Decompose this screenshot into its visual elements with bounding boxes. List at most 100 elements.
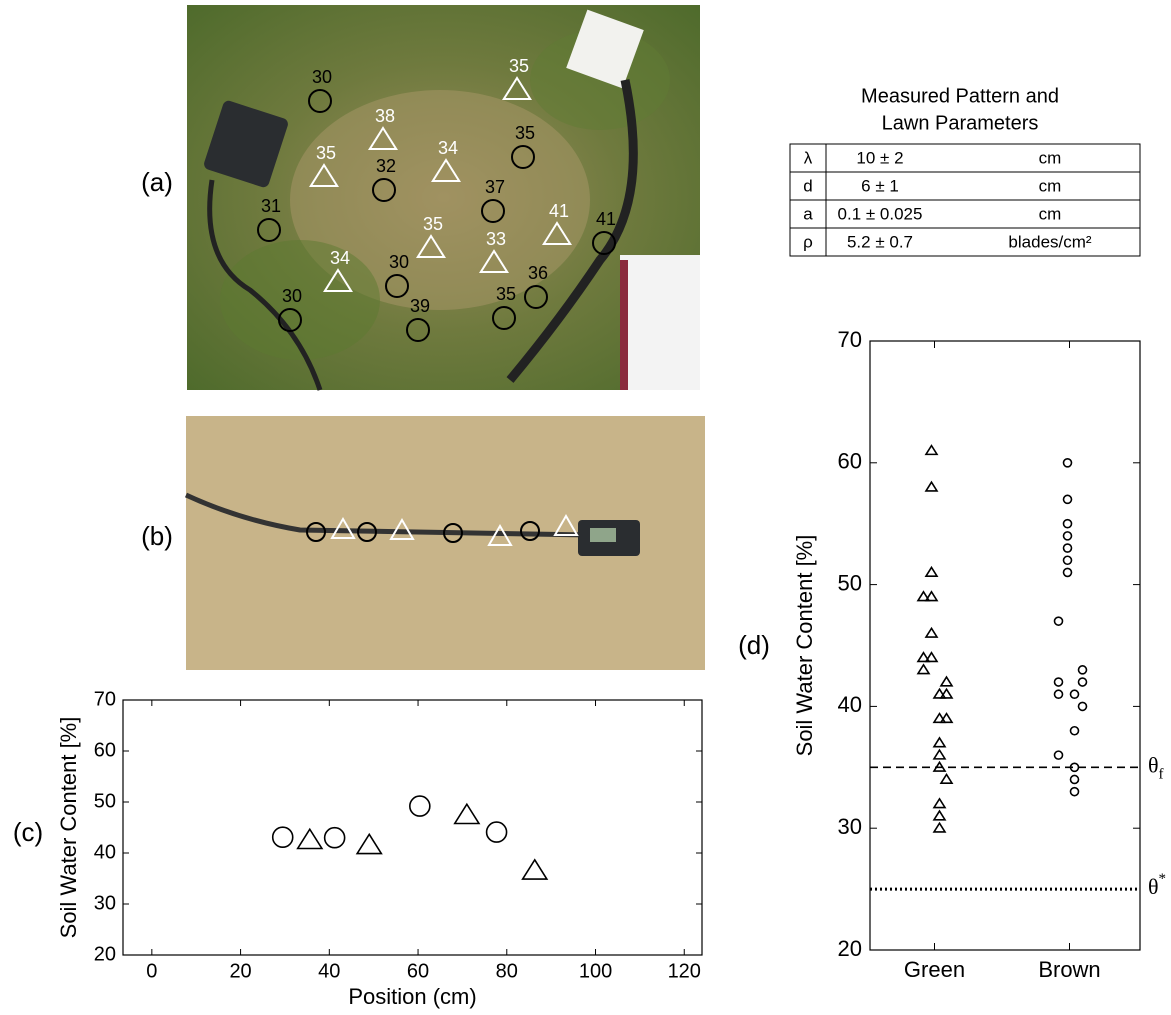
data-point bbox=[1077, 701, 1088, 712]
data-point bbox=[924, 651, 939, 663]
photo-marker bbox=[501, 76, 533, 100]
marker-label: 35 bbox=[423, 214, 443, 234]
y-tick-label: 40 bbox=[94, 841, 116, 863]
plot-frame bbox=[869, 340, 1141, 951]
data-point bbox=[1053, 616, 1064, 626]
data-point bbox=[932, 712, 947, 724]
marker-label: 35 bbox=[509, 56, 529, 76]
x-tick-label: 0 bbox=[146, 960, 157, 982]
panel-label: (c) bbox=[13, 817, 43, 847]
data-point bbox=[453, 802, 481, 825]
data-point bbox=[1053, 750, 1064, 760]
table-cell: ρ bbox=[803, 232, 813, 251]
data-point bbox=[932, 748, 947, 760]
data-point bbox=[1062, 457, 1073, 468]
photo-marker bbox=[592, 231, 616, 255]
marker-label: 30 bbox=[282, 286, 302, 306]
photo-b-markers bbox=[306, 514, 579, 546]
table-cell: 5.2 ± 0.7 bbox=[847, 232, 913, 251]
data-point bbox=[1077, 677, 1088, 687]
x-tick-label: Green bbox=[904, 957, 965, 982]
table-title: Lawn Parameters bbox=[882, 112, 1039, 134]
data-point bbox=[916, 590, 931, 602]
photo-marker bbox=[415, 234, 447, 258]
data-point bbox=[1062, 543, 1073, 553]
y-tick-label: 30 bbox=[94, 892, 116, 914]
plot-frame bbox=[122, 699, 703, 956]
y-tick-label: 50 bbox=[94, 790, 116, 812]
data-point bbox=[409, 795, 431, 817]
axis-label: Position (cm) bbox=[348, 984, 476, 1009]
marker-label: 41 bbox=[596, 209, 616, 229]
data-point bbox=[1077, 665, 1088, 675]
y-tick-label: 60 bbox=[838, 449, 862, 474]
x-tick-label: 120 bbox=[668, 960, 701, 982]
panel-label: (a) bbox=[141, 167, 173, 197]
axis-label: Soil Water Content [%] bbox=[792, 535, 817, 757]
marker-label: 39 bbox=[410, 296, 430, 316]
data-point bbox=[1062, 494, 1073, 505]
reference-symbol: θ bbox=[1148, 752, 1159, 777]
photo-marker bbox=[322, 268, 354, 292]
data-point bbox=[932, 736, 947, 748]
table-cell: 0.1 ± 0.025 bbox=[838, 204, 923, 223]
data-point bbox=[1069, 725, 1080, 736]
data-point bbox=[924, 565, 939, 577]
data-point bbox=[939, 772, 954, 785]
data-point bbox=[1069, 774, 1080, 785]
marker-label: 37 bbox=[485, 177, 505, 197]
marker-label: 35 bbox=[316, 143, 336, 163]
x-tick-label: 60 bbox=[407, 960, 429, 982]
photo-marker bbox=[511, 145, 535, 169]
reference-superscript: * bbox=[1159, 872, 1167, 888]
data-point bbox=[1069, 689, 1080, 700]
marker-label: 35 bbox=[515, 123, 535, 143]
data-point bbox=[1069, 786, 1080, 797]
reference-symbol: θ bbox=[1148, 874, 1159, 899]
y-tick-label: 30 bbox=[838, 814, 862, 839]
data-point bbox=[932, 821, 947, 833]
data-point bbox=[521, 858, 549, 880]
x-tick-label: 20 bbox=[229, 960, 251, 982]
data-point bbox=[939, 687, 954, 699]
photo-marker bbox=[308, 89, 332, 113]
data-point bbox=[932, 809, 947, 821]
data-point bbox=[939, 712, 954, 724]
data-point bbox=[932, 687, 947, 699]
data-point bbox=[485, 821, 508, 843]
data-point bbox=[932, 760, 947, 772]
data-point bbox=[924, 480, 939, 492]
data-point bbox=[1069, 762, 1080, 773]
data-point bbox=[271, 826, 294, 848]
photo-marker bbox=[481, 199, 505, 223]
data-point bbox=[924, 590, 939, 602]
marker-label: 41 bbox=[549, 201, 569, 221]
photo-a bbox=[187, 5, 700, 391]
y-tick-label: 70 bbox=[94, 688, 116, 710]
panel-label: (b) bbox=[141, 521, 173, 551]
photo-marker bbox=[278, 308, 302, 332]
photo-marker bbox=[367, 126, 399, 150]
y-tick-label: 40 bbox=[838, 692, 862, 717]
data-point bbox=[916, 663, 931, 675]
marker-label: 35 bbox=[496, 284, 516, 304]
data-point bbox=[932, 797, 947, 809]
photo-b bbox=[184, 416, 705, 670]
reference-label: θ* bbox=[1148, 872, 1166, 900]
table-cell: 6 ± 1 bbox=[861, 176, 899, 195]
data-point bbox=[916, 651, 931, 663]
marker-label: 34 bbox=[438, 138, 458, 158]
marker-label: 38 bbox=[375, 106, 395, 126]
y-tick-label: 20 bbox=[838, 936, 862, 961]
photo-marker bbox=[385, 274, 409, 298]
x-tick-label: 80 bbox=[496, 960, 518, 982]
data-point bbox=[1053, 677, 1064, 687]
photo-marker bbox=[372, 178, 396, 202]
x-tick-label: Brown bbox=[1038, 957, 1100, 982]
data-point bbox=[355, 832, 383, 855]
data-point bbox=[323, 826, 346, 849]
data-point bbox=[1062, 531, 1073, 541]
y-tick-label: 70 bbox=[838, 327, 862, 352]
